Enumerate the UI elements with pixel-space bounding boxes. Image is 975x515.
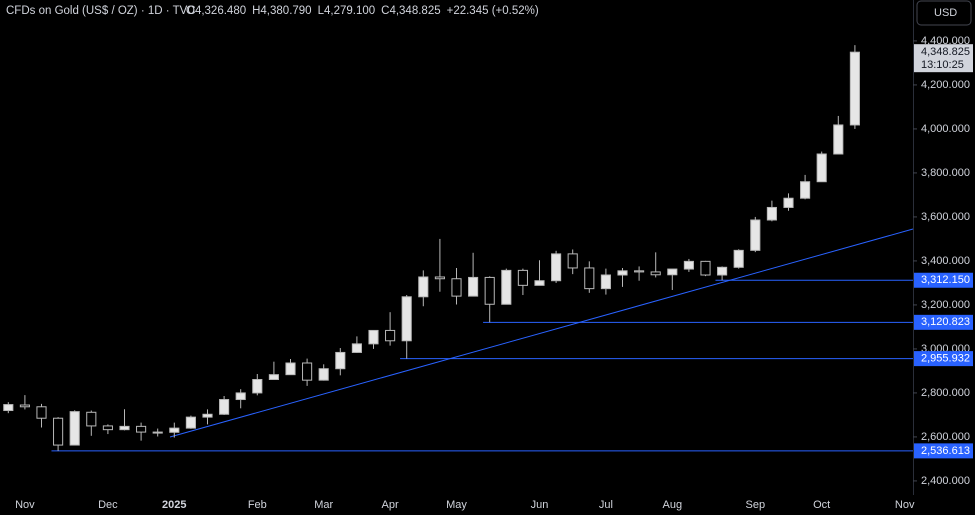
candle-body (169, 427, 180, 433)
ohlc-value: O4,326.480 (186, 5, 246, 17)
candle-body (335, 351, 346, 370)
chart-title: CFDs on Gold (US$ / OZ) · 1D · TVC (6, 5, 196, 17)
level-label: 2,536.613 (921, 445, 970, 457)
candle-body (36, 406, 47, 419)
candle-body (451, 278, 462, 297)
candle-body (434, 276, 445, 280)
candle-body (634, 270, 645, 273)
y-tick-label: 3,600.000 (921, 211, 970, 223)
y-tick-label: 3,400.000 (921, 255, 970, 267)
last-price: 4,348.825 (921, 46, 970, 58)
candle-body (750, 219, 761, 251)
candle-body (235, 392, 246, 401)
x-tick-label: Aug (663, 499, 683, 511)
candle-body (733, 249, 744, 268)
y-tick-label: 2,400.000 (921, 475, 970, 487)
candle-body (401, 296, 412, 342)
y-tick-label: 4,400.000 (921, 35, 970, 47)
candle-body (534, 280, 545, 286)
ohlc-value: C4,348.825 (381, 5, 440, 17)
x-tick-label: Apr (382, 499, 399, 511)
y-tick-label: 3,200.000 (921, 299, 970, 311)
level-label-box (914, 351, 973, 367)
candle-body (667, 268, 678, 276)
x-tick-label: Nov (895, 499, 915, 511)
x-tick-label: Sep (746, 499, 766, 511)
level-label: 3,120.823 (921, 316, 970, 328)
level-label: 2,955.932 (921, 353, 970, 365)
candle-body (302, 362, 313, 381)
x-tick-label: Jul (599, 499, 613, 511)
candle-body (766, 206, 777, 221)
candle-body (567, 253, 578, 269)
candle-body (468, 276, 479, 297)
candle-body (185, 416, 196, 429)
candle-body (816, 153, 827, 183)
candle-body (584, 267, 595, 290)
level-label-box (914, 443, 973, 459)
candle-body (19, 404, 30, 408)
candle-body (202, 413, 213, 418)
candle-body (119, 425, 130, 431)
x-tick-label: Mar (314, 499, 333, 511)
candle-body (517, 269, 528, 286)
x-tick-label: Jun (531, 499, 549, 511)
candle-body (484, 276, 495, 305)
y-tick-label: 4,000.000 (921, 123, 970, 135)
candle-body (318, 368, 329, 381)
candle-body (600, 274, 611, 290)
candle-body (833, 124, 844, 155)
candle-body (152, 431, 163, 434)
level-label-box (914, 272, 973, 288)
y-tick-label: 2,800.000 (921, 387, 970, 399)
x-tick-label: May (446, 499, 467, 511)
candle-body (650, 271, 661, 276)
x-tick-label: Oct (813, 499, 830, 511)
x-tick-label: Feb (248, 499, 267, 511)
candle-body (783, 197, 794, 208)
level-label-box (914, 314, 973, 330)
countdown: 13:10:25 (921, 59, 964, 71)
candle-body (617, 270, 628, 276)
candle-body (700, 260, 711, 276)
y-tick-label: 2,600.000 (921, 431, 970, 443)
candle-body (551, 253, 562, 282)
level-label: 3,312.150 (921, 274, 970, 286)
candle-body (683, 260, 694, 270)
x-tick-label: 2025 (162, 499, 186, 511)
candle-body (69, 411, 80, 446)
candle-body (501, 269, 512, 305)
candle-body (102, 425, 113, 431)
candle-body (418, 276, 429, 298)
candle-body (252, 379, 263, 394)
candle-body (800, 181, 811, 199)
currency[interactable]: USD (934, 7, 957, 19)
candle-body (268, 374, 279, 381)
currency-button[interactable] (916, 0, 972, 26)
ohlc-value: L4,279.100 (318, 5, 376, 17)
ohlc-value: H4,380.790 (252, 5, 311, 17)
x-tick-label: Nov (15, 499, 35, 511)
candle-body (86, 411, 97, 427)
candle-body (385, 329, 396, 342)
candle-body (368, 329, 379, 345)
candle-body (717, 266, 728, 276)
change: +22.345 (+0.52%) (447, 5, 539, 17)
candle-body (136, 425, 147, 433)
candle-body (285, 362, 296, 376)
y-tick-label: 4,200.000 (921, 79, 970, 91)
trendline (169, 228, 914, 438)
candle-body (53, 417, 64, 446)
y-tick-label: 3,800.000 (921, 167, 970, 179)
candle-body (849, 51, 860, 126)
last-price-box (914, 44, 973, 73)
x-tick-label: Dec (98, 499, 118, 511)
candle-body (219, 399, 230, 415)
candle-body (3, 404, 14, 412)
candle-body (351, 343, 362, 353)
